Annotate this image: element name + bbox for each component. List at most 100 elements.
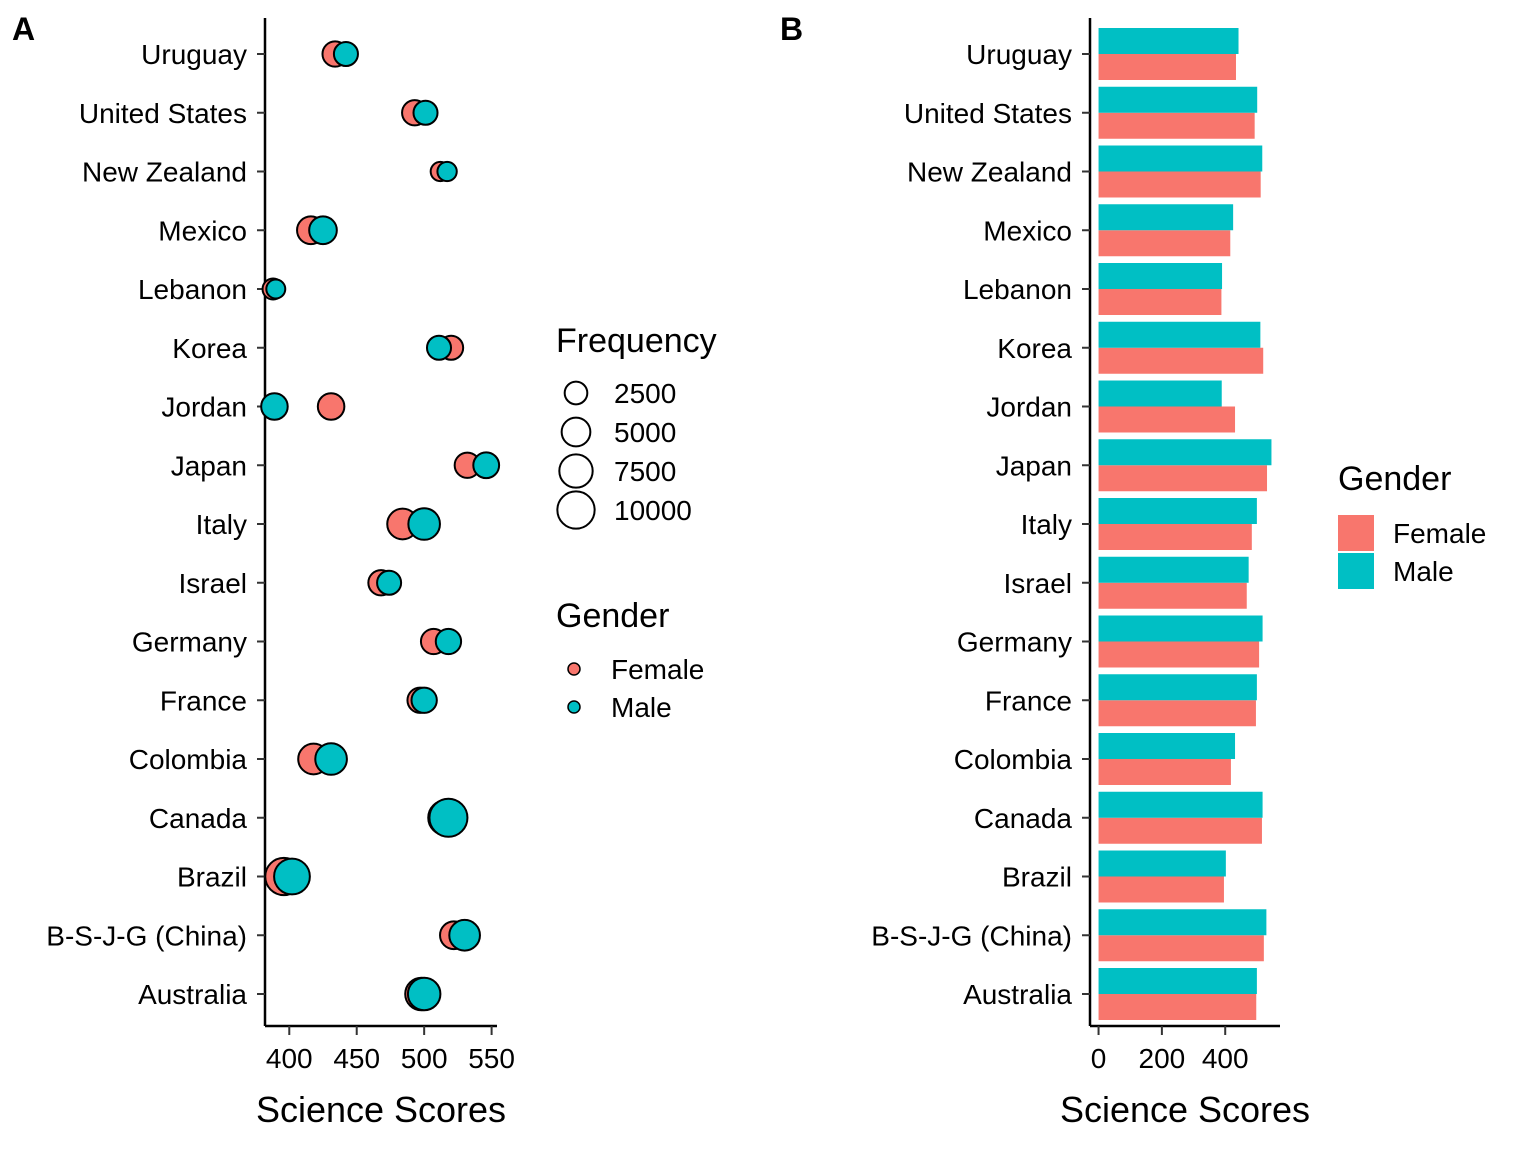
bar-female-united-states — [1098, 112, 1255, 139]
gender-legend-label-a-female: Female — [611, 654, 704, 685]
y-tick-label-australia: Australia — [138, 979, 247, 1010]
bar-female-new-zealand — [1098, 171, 1261, 198]
y-tick-label-israel: Israel — [179, 568, 247, 599]
x-tick-label: 450 — [333, 1043, 380, 1074]
x-tick-label: 200 — [1139, 1043, 1186, 1074]
panel-b-x-axis-title: Science Scores — [1060, 1089, 1310, 1130]
y-tick-label-germany: Germany — [132, 627, 247, 658]
panel-a-dot-plot: A Australia B-S-J-G (China) Brazil Canada Co… — [12, 11, 717, 1130]
bar-male-italy — [1098, 498, 1257, 524]
y-tick-label-mexico: Mexico — [983, 215, 1072, 246]
panel-b-bar-chart: B Australia B-S-J-G (China) Brazil Canada Co… — [780, 11, 1486, 1130]
bar-female-canada — [1098, 817, 1262, 844]
bar-female-japan — [1098, 465, 1268, 492]
panel-b-y-axis: Australia B-S-J-G (China) Brazil Canada Colo… — [871, 18, 1092, 1026]
bar-female-lebanon — [1098, 289, 1222, 315]
bar-male-jordan — [1098, 380, 1222, 407]
panel-b-x-axis: 0 200 400 — [1090, 1024, 1280, 1074]
y-tick-label-italy: Italy — [196, 509, 247, 540]
gender-legend-title-b: Gender — [1338, 460, 1451, 498]
point-male-japan — [472, 451, 501, 480]
frequency-legend-label-7500: 7500 — [614, 456, 676, 487]
frequency-legend-label-10000: 10000 — [614, 495, 692, 526]
panel-a-label: A — [12, 11, 35, 47]
panel-a-points — [260, 40, 501, 1012]
gender-legend-label-a-male: Male — [611, 692, 672, 723]
point-male-italy — [407, 507, 441, 541]
panel-b-bars — [1098, 28, 1272, 1020]
panel-b-legend: Gender Female Male — [1338, 460, 1486, 589]
point-male-france — [410, 686, 438, 714]
point-male-lebanon — [265, 278, 287, 300]
x-tick-label: 400 — [1202, 1043, 1249, 1074]
bar-male-japan — [1098, 439, 1272, 466]
bar-female-korea — [1098, 347, 1264, 374]
point-male-united-states — [412, 99, 439, 126]
bar-male-germany — [1098, 615, 1263, 642]
y-tick-label-japan: Japan — [996, 450, 1072, 481]
y-tick-label-lebanon: Lebanon — [138, 274, 247, 305]
bar-female-france — [1098, 700, 1256, 727]
bar-female-uruguay — [1098, 54, 1236, 80]
y-tick-label-brazil: Brazil — [177, 862, 247, 893]
bar-male-france — [1098, 674, 1257, 701]
y-tick-label-jordan: Jordan — [161, 392, 247, 423]
y-tick-label-mexico: Mexico — [158, 215, 247, 246]
y-tick-label-united-states: United States — [79, 98, 247, 129]
panel-a-y-axis: Australia B-S-J-G (China) Brazil Canada Colo… — [46, 18, 267, 1026]
bar-male-korea — [1098, 321, 1261, 348]
x-tick-label: 0 — [1091, 1043, 1107, 1074]
bar-male-new-zealand — [1098, 145, 1263, 172]
frequency-legend-key-2500 — [563, 380, 589, 406]
y-tick-label-uruguay: Uruguay — [141, 39, 247, 70]
bar-female-jordan — [1098, 406, 1236, 433]
y-tick-label-b-s-j-g-china: B-S-J-G (China) — [46, 920, 247, 951]
bar-male-australia — [1098, 968, 1257, 994]
bar-female-australia — [1098, 994, 1257, 1020]
bar-male-mexico — [1098, 204, 1234, 231]
panel-a-legend: Frequency 2500 5000 7500 10000 Gender Femal… — [556, 322, 717, 723]
bar-male-united-states — [1098, 86, 1258, 113]
bar-female-brazil — [1098, 876, 1224, 903]
frequency-legend-label-5000: 5000 — [614, 417, 676, 448]
point-male-b-s-j-g-china — [448, 918, 481, 952]
y-tick-label-canada: Canada — [149, 803, 248, 834]
frequency-legend-key-5000 — [560, 416, 592, 448]
point-male-korea — [425, 334, 453, 361]
y-tick-label-italy: Italy — [1021, 509, 1072, 540]
point-male-jordan — [260, 392, 289, 421]
bar-male-colombia — [1098, 733, 1236, 759]
bar-female-b-s-j-g-china — [1098, 935, 1264, 962]
y-tick-label-korea: Korea — [172, 333, 247, 364]
x-tick-label: 500 — [401, 1043, 448, 1074]
bar-female-mexico — [1098, 230, 1231, 257]
y-tick-label-new-zealand: New Zealand — [907, 157, 1072, 188]
gender-legend-key-b-male — [1338, 553, 1374, 589]
point-male-mexico — [308, 215, 338, 246]
y-tick-label-jordan: Jordan — [986, 392, 1072, 423]
y-tick-label-united-states: United States — [904, 98, 1072, 129]
gender-legend-title-a: Gender — [556, 597, 669, 635]
y-tick-label-france: France — [160, 685, 247, 716]
y-tick-label-brazil: Brazil — [1002, 862, 1072, 893]
x-tick-label: 400 — [266, 1043, 313, 1074]
x-tick-label: 550 — [468, 1043, 515, 1074]
bar-male-canada — [1098, 791, 1263, 818]
y-tick-label-colombia: Colombia — [954, 744, 1073, 775]
bar-female-italy — [1098, 524, 1252, 550]
gender-legend-key-a-male — [567, 700, 581, 714]
point-male-germany — [434, 627, 463, 656]
point-female-jordan — [316, 392, 346, 421]
bar-female-germany — [1098, 641, 1260, 668]
bar-female-israel — [1098, 582, 1247, 609]
frequency-legend-label-2500: 2500 — [614, 378, 676, 409]
bar-male-lebanon — [1098, 263, 1223, 289]
y-tick-label-lebanon: Lebanon — [963, 274, 1072, 305]
bar-male-b-s-j-g-china — [1098, 909, 1267, 936]
bar-male-brazil — [1098, 850, 1226, 877]
gender-legend-key-b-female — [1338, 515, 1374, 551]
gender-legend-label-b-male: Male — [1393, 556, 1454, 587]
point-male-australia — [406, 976, 442, 1012]
panel-a-x-axis: 400 450 500 550 — [265, 1024, 515, 1074]
